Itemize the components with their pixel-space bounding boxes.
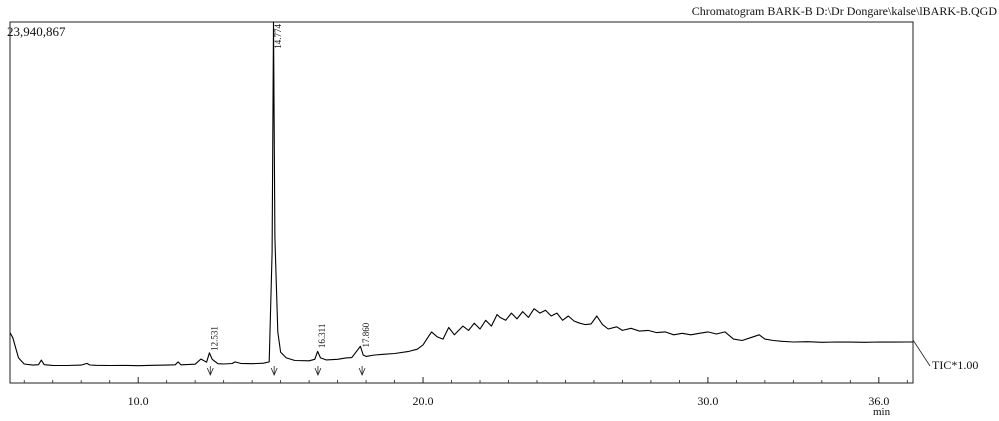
trace-label-leader (912, 339, 931, 367)
chart-title: Chromatogram BARK-B D:\Dr Dongare\kalse\… (691, 4, 997, 18)
x-tick-label: 30.0 (697, 394, 718, 408)
peak-marker (358, 366, 366, 377)
x-tick-label: 36.0 (868, 394, 889, 408)
trace-label: TIC*1.00 (932, 358, 979, 372)
peak-label: 16.311 (317, 324, 327, 348)
peak-marker (314, 366, 322, 377)
peak-marker (206, 366, 214, 377)
peak-label: 14.774 (273, 24, 283, 49)
tic-trace (9, 21, 913, 367)
peak-label: 17.860 (361, 322, 371, 347)
peak-label: 12.531 (209, 326, 219, 351)
peak-marker (270, 366, 278, 377)
y-max-label: 23,940,867 (7, 24, 66, 39)
plot-frame (9, 21, 914, 384)
x-axis-unit: min (873, 406, 891, 418)
x-tick-label: 10.0 (128, 394, 149, 408)
x-tick-label: 20.0 (413, 394, 434, 408)
peak-markers: 12.531 14.774 16.311 17.860 (206, 24, 371, 377)
x-axis: 10.0 20.0 30.0 36.0 (23, 377, 908, 408)
